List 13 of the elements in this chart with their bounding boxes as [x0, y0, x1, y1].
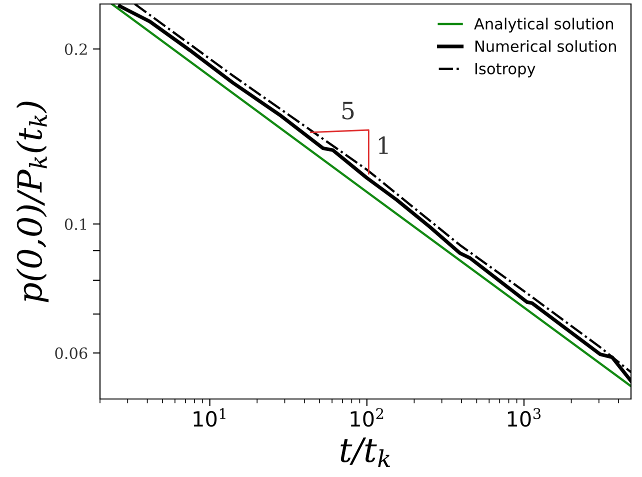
y-tick-label: 0.1: [64, 218, 86, 230]
x-tick-label: 10$^{1}$: [194, 408, 226, 427]
y-tick-label: 0.2: [64, 43, 87, 55]
annotation: 5: [342, 102, 354, 120]
legend-label: Numerical solution: [475, 40, 616, 52]
annotation: 1: [378, 136, 388, 154]
legend-label: Isotropy: [475, 63, 536, 78]
y-tick-label: 0.06: [55, 347, 88, 359]
x-tick-label: 10$^{3}$: [508, 408, 541, 427]
x-axis-title: t/t$_{k}$: [340, 438, 390, 468]
x-tick-label: 10$^{2}$: [350, 408, 384, 427]
y-axis-title: p(0,0)/P$_{k}$(t$_{k}$): [16, 102, 49, 302]
legend-label: Analytical solution: [474, 18, 614, 33]
